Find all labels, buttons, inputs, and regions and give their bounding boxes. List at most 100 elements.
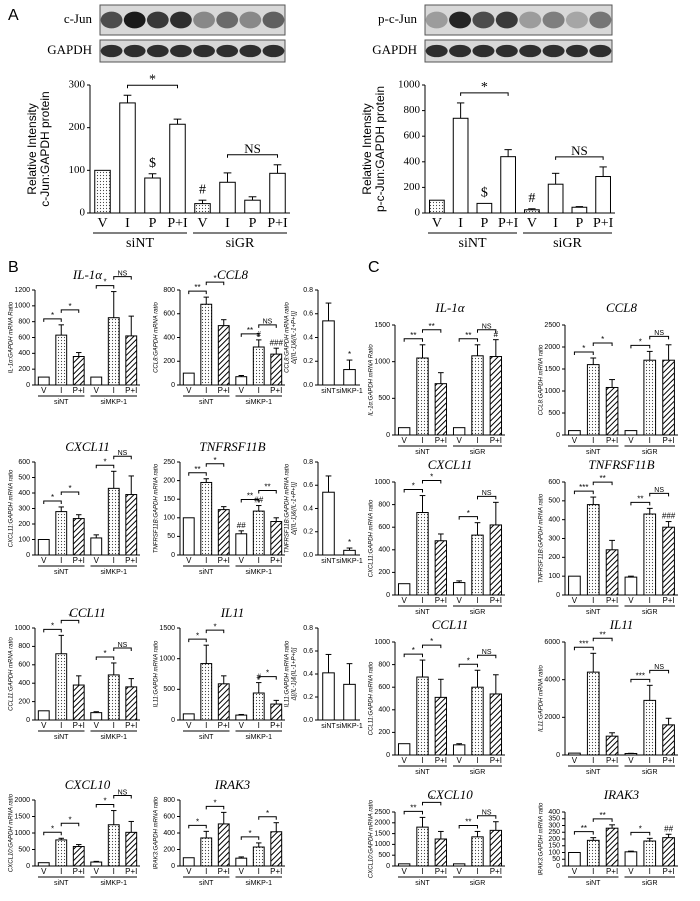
x-tick-label: V <box>572 756 578 765</box>
bar <box>586 364 600 436</box>
y-tick-label: 1000 <box>159 656 175 663</box>
bar <box>416 512 429 596</box>
y-tick-label: 0 <box>386 432 390 439</box>
bar <box>200 663 213 721</box>
bar <box>125 686 138 721</box>
bar <box>125 335 138 386</box>
significance-label: # <box>528 191 535 206</box>
significance-bracket <box>630 831 651 836</box>
significance-bracket <box>592 637 613 642</box>
bar <box>182 713 195 721</box>
significance-label: ** <box>410 804 416 813</box>
bar <box>235 857 248 867</box>
group-label: siMKP-1 <box>246 569 273 576</box>
significance-label: ** <box>429 322 435 331</box>
y-tick-label: 0 <box>26 552 30 559</box>
x-tick-label: I <box>649 867 651 876</box>
significance-bracket <box>592 342 613 346</box>
significance-bracket <box>258 490 277 494</box>
significance-label: # <box>494 330 499 339</box>
group-label: siNT <box>54 734 69 741</box>
y-tick-label: 100 <box>18 536 30 543</box>
x-tick-label: P+I <box>270 867 282 876</box>
significance-label: * <box>213 456 216 465</box>
bar <box>476 202 493 214</box>
x-tick-label: V <box>527 216 537 231</box>
blot-band <box>519 44 542 58</box>
bar <box>194 203 211 214</box>
bar <box>434 696 448 756</box>
x-tick-label: P+I <box>73 721 85 730</box>
y-tick-label: 1000 <box>374 359 390 366</box>
y-tick-label: 200 <box>69 121 86 133</box>
x-tick-label: V <box>572 867 578 876</box>
y-tick-label: 1500 <box>374 830 390 837</box>
bar <box>489 693 503 756</box>
y-tick-label: 250 <box>548 829 560 836</box>
y-axis-label: Δ[(IL-1)&(IL-1+P+I)] <box>292 311 298 365</box>
group-label: siNT <box>586 769 601 776</box>
blot-band <box>542 11 565 29</box>
y-tick-label: 500 <box>163 686 175 693</box>
bar <box>524 209 540 214</box>
x-tick-label: P+I <box>662 596 674 605</box>
significance-bracket <box>95 656 115 660</box>
bar <box>571 206 588 214</box>
significance-bracket <box>458 824 478 829</box>
x-tick-label: I <box>60 721 62 730</box>
significance-bracket <box>422 480 442 484</box>
bar <box>662 837 675 867</box>
x-tick-label: I <box>421 867 423 876</box>
group-label: siNT <box>126 236 154 251</box>
y-tick-label: 300 <box>69 79 86 91</box>
y-tick-label: 0.4 <box>303 334 313 341</box>
x-tick-label: V <box>572 436 578 445</box>
significance-label: * <box>103 649 106 658</box>
y-tick-label: 0.4 <box>303 671 313 678</box>
y-tick-label: 0 <box>415 207 421 219</box>
blot-band <box>100 11 123 29</box>
significance-label: * <box>412 646 415 655</box>
bar <box>125 831 138 867</box>
y-axis-label: c-Jun:GAPDH protein <box>38 91 52 206</box>
x-tick-label: siNT <box>321 558 336 565</box>
significance-label: ** <box>600 811 606 820</box>
bar <box>37 710 50 721</box>
y-tick-label: 0.0 <box>303 552 313 559</box>
y-tick-label: 300 <box>548 822 560 829</box>
y-tick-label: 250 <box>163 459 175 466</box>
chart-title: CCL11 <box>432 617 469 632</box>
y-tick-label: 100 <box>548 849 560 856</box>
significance-bracket <box>477 815 497 819</box>
x-tick-label: P+I <box>490 596 502 605</box>
y-tick-label: 400 <box>378 547 390 554</box>
significance-label: ### <box>270 338 284 347</box>
bar <box>586 504 600 596</box>
significance-bracket <box>649 335 670 340</box>
significance-label: * <box>467 656 470 665</box>
significance-bracket <box>188 638 207 643</box>
y-tick-label: 0.2 <box>303 529 313 536</box>
chart-title: IRAK3 <box>603 787 640 802</box>
significance-label: * <box>68 815 71 824</box>
significance-bracket <box>258 676 277 680</box>
significance-label: * <box>68 302 71 311</box>
bar <box>429 199 445 214</box>
significance-label: NS <box>118 789 128 796</box>
y-tick-label: 200 <box>18 521 30 528</box>
significance-label: * <box>196 631 199 640</box>
x-tick-label: I <box>258 386 260 395</box>
y-tick-label: 4000 <box>544 677 560 684</box>
blot-label: GAPDH <box>372 42 417 57</box>
x-tick-label: I <box>476 436 478 445</box>
significance-label: ** <box>194 465 200 474</box>
y-axis-label: CCL8:GAPDH mRNA ratio <box>539 344 545 415</box>
significance-label: * <box>430 637 433 646</box>
significance-label: NS <box>482 810 492 817</box>
bar <box>270 831 283 867</box>
bar <box>119 102 136 214</box>
x-tick-label: P+I <box>662 436 674 445</box>
blot-band <box>425 44 448 58</box>
chart-title: TNFRSF11B <box>199 439 265 454</box>
y-axis-label: TNFRSF11B:GAPDH mRNA ratio <box>539 493 545 583</box>
